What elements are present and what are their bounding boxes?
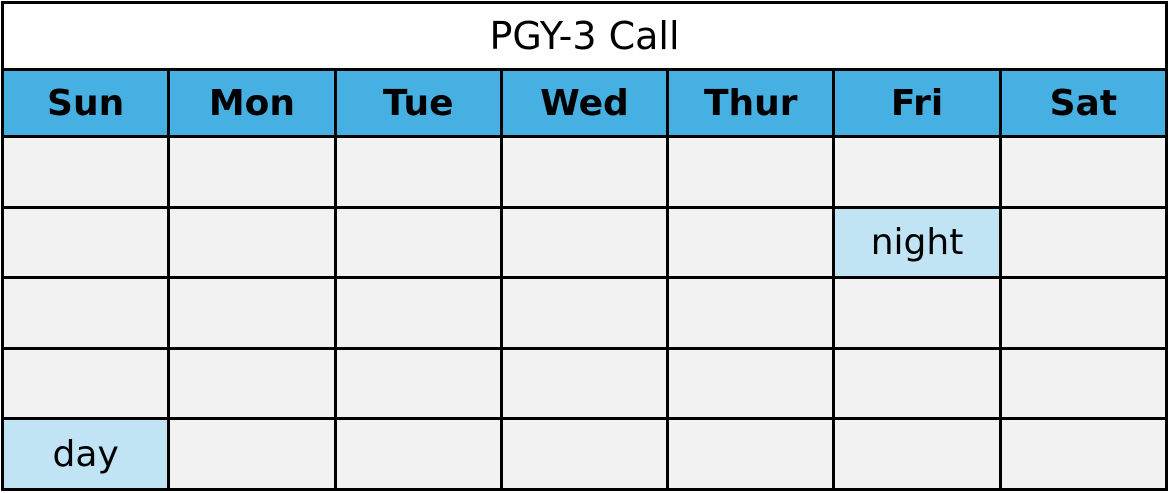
calendar-cell <box>666 135 836 209</box>
calendar-cell-night: night <box>832 205 1002 280</box>
calendar-cell <box>333 417 503 491</box>
calendar-cell <box>333 205 503 280</box>
week-row: day <box>0 417 1169 491</box>
week-row <box>0 346 1169 421</box>
calendar-cell <box>666 276 836 350</box>
day-header-fri: Fri <box>832 68 1002 138</box>
calendar-cell <box>167 276 337 350</box>
calendar-cell <box>499 417 670 491</box>
calendar-cell <box>998 276 1169 350</box>
week-row: night <box>0 205 1169 280</box>
calendar-cell <box>333 276 503 350</box>
calendar-cell <box>167 205 337 280</box>
calendar-cell <box>499 276 670 350</box>
calendar-cell <box>333 346 503 421</box>
calendar-cell <box>0 346 171 421</box>
day-header-tue: Tue <box>333 68 503 138</box>
calendar-cell <box>499 135 670 209</box>
calendar-cell <box>167 135 337 209</box>
calendar-cell <box>832 346 1002 421</box>
calendar-cell <box>499 205 670 280</box>
calendar-body: night day <box>0 135 1169 491</box>
day-header-mon: Mon <box>167 68 337 138</box>
calendar-cell <box>666 346 836 421</box>
day-header-sat: Sat <box>998 68 1169 138</box>
calendar-cell <box>832 417 1002 491</box>
day-header-sun: Sun <box>0 68 171 138</box>
calendar-cell <box>998 346 1169 421</box>
calendar-cell <box>832 135 1002 209</box>
day-header-thur: Thur <box>666 68 836 138</box>
calendar-cell <box>998 417 1169 491</box>
calendar-cell <box>0 135 171 209</box>
day-header-wed: Wed <box>499 68 670 138</box>
day-header-row: Sun Mon Tue Wed Thur Fri Sat <box>0 68 1169 138</box>
calendar-cell-day: day <box>0 417 171 491</box>
calendar-cell <box>0 276 171 350</box>
calendar-cell <box>666 205 836 280</box>
calendar-cell <box>666 417 836 491</box>
calendar-cell <box>167 346 337 421</box>
week-row <box>0 276 1169 350</box>
calendar-cell <box>998 205 1169 280</box>
calendar-cell <box>167 417 337 491</box>
calendar-title: PGY-3 Call <box>1 1 1168 71</box>
calendar-cell <box>998 135 1169 209</box>
calendar-cell <box>832 276 1002 350</box>
week-row <box>0 135 1169 209</box>
calendar-cell <box>333 135 503 209</box>
calendar-cell <box>499 346 670 421</box>
calendar-cell <box>0 205 171 280</box>
